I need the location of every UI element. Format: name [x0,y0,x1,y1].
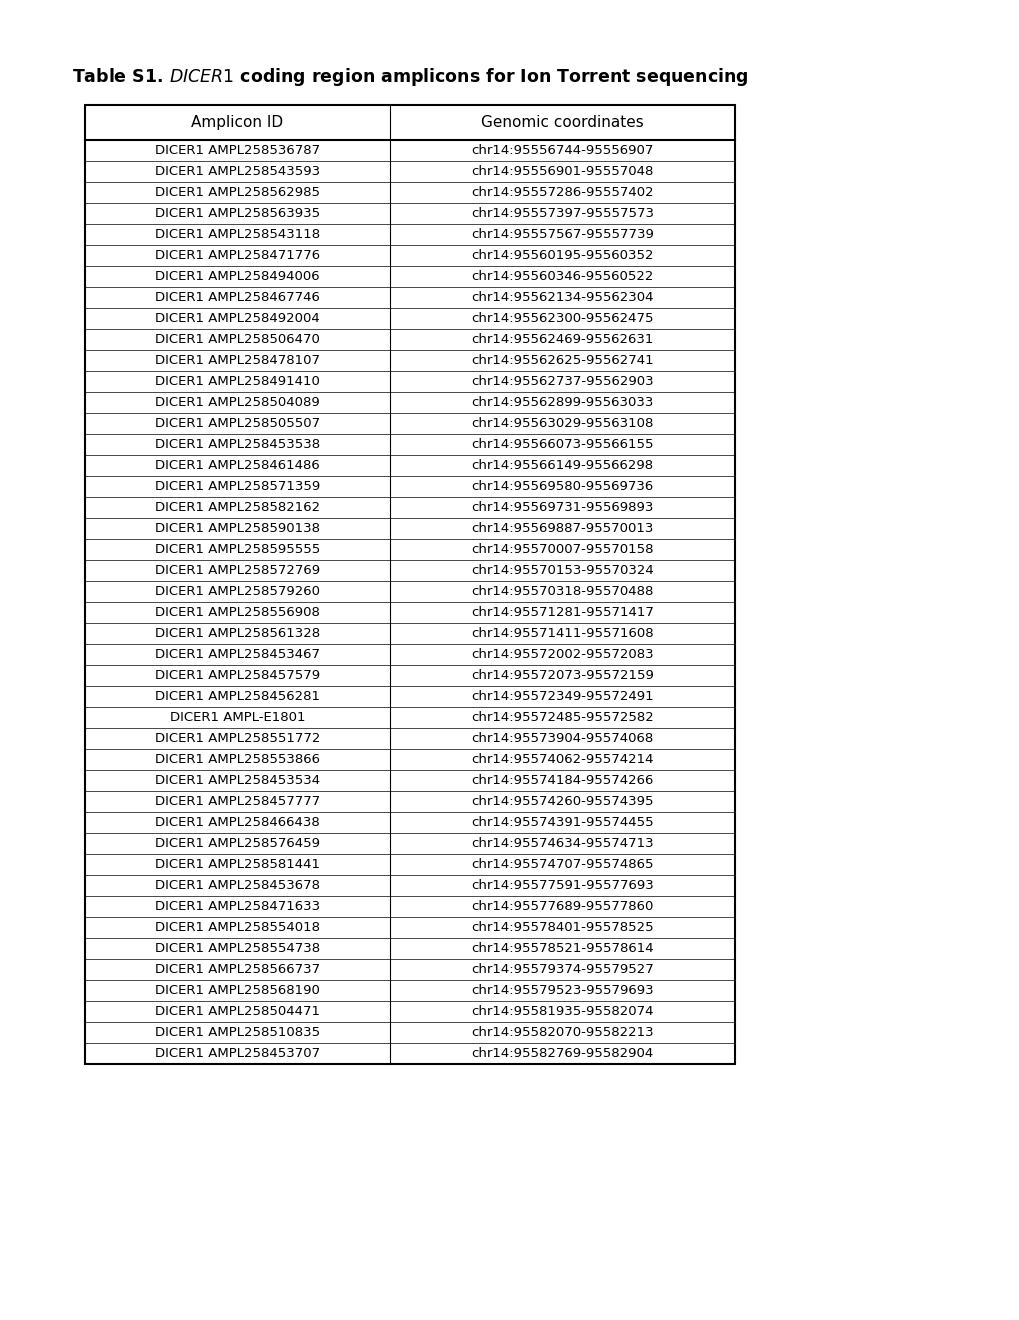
Text: chr14:95571281-95571417: chr14:95571281-95571417 [471,606,653,619]
Text: DICER1 AMPL258456281: DICER1 AMPL258456281 [155,690,320,704]
Text: DICER1 AMPL258561328: DICER1 AMPL258561328 [155,627,320,640]
Text: DICER1 AMPL258504471: DICER1 AMPL258504471 [155,1005,320,1018]
Text: chr14:95570318-95570488: chr14:95570318-95570488 [471,585,653,598]
Text: DICER1 AMPL258579260: DICER1 AMPL258579260 [155,585,320,598]
Text: chr14:95579523-95579693: chr14:95579523-95579693 [471,983,653,997]
Text: chr14:95574184-95574266: chr14:95574184-95574266 [471,774,653,787]
Text: chr14:95579374-95579527: chr14:95579374-95579527 [471,964,653,975]
Text: DICER1 AMPL258466438: DICER1 AMPL258466438 [155,816,320,829]
Text: Genomic coordinates: Genomic coordinates [481,115,643,129]
Text: DICER1 AMPL258572769: DICER1 AMPL258572769 [155,564,320,577]
Text: chr14:95562300-95562475: chr14:95562300-95562475 [471,312,653,325]
Text: chr14:95578521-95578614: chr14:95578521-95578614 [471,942,653,954]
Text: DICER1 AMPL258491410: DICER1 AMPL258491410 [155,375,320,388]
Text: DICER1 AMPL258571359: DICER1 AMPL258571359 [155,480,320,492]
Text: DICER1 AMPL258453707: DICER1 AMPL258453707 [155,1047,320,1060]
Text: chr14:95570007-95570158: chr14:95570007-95570158 [471,543,653,556]
Text: chr14:95570153-95570324: chr14:95570153-95570324 [471,564,653,577]
Text: chr14:95578401-95578525: chr14:95578401-95578525 [471,921,653,935]
Text: DICER1 AMPL258504089: DICER1 AMPL258504089 [155,396,320,409]
Text: chr14:95577591-95577693: chr14:95577591-95577693 [471,879,653,892]
Text: chr14:95571411-95571608: chr14:95571411-95571608 [471,627,653,640]
Text: DICER1 AMPL258457777: DICER1 AMPL258457777 [155,795,320,808]
Text: Amplicon ID: Amplicon ID [192,115,283,129]
Text: DICER1 AMPL258551772: DICER1 AMPL258551772 [155,733,320,744]
Text: chr14:95557286-95557402: chr14:95557286-95557402 [471,186,653,199]
Text: chr14:95562737-95562903: chr14:95562737-95562903 [471,375,653,388]
Text: chr14:95572485-95572582: chr14:95572485-95572582 [471,711,653,723]
Text: chr14:95562134-95562304: chr14:95562134-95562304 [471,290,653,304]
Text: DICER1 AMPL258566737: DICER1 AMPL258566737 [155,964,320,975]
Text: chr14:95557567-95557739: chr14:95557567-95557739 [471,228,653,242]
Text: DICER1 AMPL258453538: DICER1 AMPL258453538 [155,438,320,451]
Text: chr14:95572073-95572159: chr14:95572073-95572159 [471,669,653,682]
Text: DICER1 AMPL258576459: DICER1 AMPL258576459 [155,837,320,850]
Text: chr14:95572002-95572083: chr14:95572002-95572083 [471,648,653,661]
Text: DICER1 AMPL258453534: DICER1 AMPL258453534 [155,774,320,787]
Text: DICER1 AMPL258505507: DICER1 AMPL258505507 [155,417,320,430]
Text: DICER1 AMPL258562985: DICER1 AMPL258562985 [155,186,320,199]
Text: chr14:95562899-95563033: chr14:95562899-95563033 [471,396,653,409]
Text: DICER1 AMPL258556908: DICER1 AMPL258556908 [155,606,320,619]
Text: DICER1 AMPL258461486: DICER1 AMPL258461486 [155,459,320,473]
Text: chr14:95556744-95556907: chr14:95556744-95556907 [471,144,653,157]
Text: chr14:95560195-95560352: chr14:95560195-95560352 [471,249,653,261]
Text: chr14:95574260-95574395: chr14:95574260-95574395 [471,795,653,808]
Text: DICER1 AMPL258536787: DICER1 AMPL258536787 [155,144,320,157]
Text: DICER1 AMPL258453678: DICER1 AMPL258453678 [155,879,320,892]
Text: DICER1 AMPL258543118: DICER1 AMPL258543118 [155,228,320,242]
Text: chr14:95582070-95582213: chr14:95582070-95582213 [471,1026,653,1039]
Text: chr14:95569887-95570013: chr14:95569887-95570013 [471,521,653,535]
Text: chr14:95566149-95566298: chr14:95566149-95566298 [471,459,653,473]
Text: chr14:95572349-95572491: chr14:95572349-95572491 [471,690,653,704]
Text: DICER1 AMPL258510835: DICER1 AMPL258510835 [155,1026,320,1039]
Text: DICER1 AMPL258467746: DICER1 AMPL258467746 [155,290,320,304]
Text: chr14:95556901-95557048: chr14:95556901-95557048 [471,165,653,178]
Text: chr14:95582769-95582904: chr14:95582769-95582904 [471,1047,653,1060]
Text: chr14:95577689-95577860: chr14:95577689-95577860 [471,900,653,913]
Text: chr14:95566073-95566155: chr14:95566073-95566155 [471,438,653,451]
Text: DICER1 AMPL258471776: DICER1 AMPL258471776 [155,249,320,261]
Text: chr14:95581935-95582074: chr14:95581935-95582074 [471,1005,653,1018]
Text: DICER1 AMPL258581441: DICER1 AMPL258581441 [155,858,320,871]
Text: Table S1. $\mathit{DICER1}$ coding region amplicons for Ion Torrent sequencing: Table S1. $\mathit{DICER1}$ coding regio… [71,66,748,88]
Text: DICER1 AMPL258563935: DICER1 AMPL258563935 [155,207,320,220]
Text: chr14:95574391-95574455: chr14:95574391-95574455 [471,816,653,829]
Text: DICER1 AMPL258506470: DICER1 AMPL258506470 [155,333,320,346]
Text: DICER1 AMPL258453467: DICER1 AMPL258453467 [155,648,320,661]
Text: chr14:95563029-95563108: chr14:95563029-95563108 [471,417,653,430]
Text: chr14:95569580-95569736: chr14:95569580-95569736 [471,480,653,492]
Text: DICER1 AMPL258478107: DICER1 AMPL258478107 [155,354,320,367]
Text: DICER1 AMPL258590138: DICER1 AMPL258590138 [155,521,320,535]
Text: DICER1 AMPL258543593: DICER1 AMPL258543593 [155,165,320,178]
Text: DICER1 AMPL258582162: DICER1 AMPL258582162 [155,502,320,513]
Text: DICER1 AMPL258494006: DICER1 AMPL258494006 [155,271,320,282]
Text: DICER1 AMPL258471633: DICER1 AMPL258471633 [155,900,320,913]
Text: chr14:95573904-95574068: chr14:95573904-95574068 [471,733,653,744]
Text: chr14:95569731-95569893: chr14:95569731-95569893 [471,502,653,513]
Text: DICER1 AMPL258492004: DICER1 AMPL258492004 [155,312,320,325]
Bar [85,106,735,1064]
Text: DICER1 AMPL258568190: DICER1 AMPL258568190 [155,983,320,997]
Text: chr14:95557397-95557573: chr14:95557397-95557573 [471,207,653,220]
Text: DICER1 AMPL-E1801: DICER1 AMPL-E1801 [169,711,305,723]
Text: chr14:95574062-95574214: chr14:95574062-95574214 [471,752,653,766]
Text: DICER1 AMPL258554738: DICER1 AMPL258554738 [155,942,320,954]
Text: DICER1 AMPL258457579: DICER1 AMPL258457579 [155,669,320,682]
Text: chr14:95574634-95574713: chr14:95574634-95574713 [471,837,653,850]
Text: chr14:95562469-95562631: chr14:95562469-95562631 [471,333,653,346]
Text: DICER1 AMPL258595555: DICER1 AMPL258595555 [155,543,320,556]
Text: DICER1 AMPL258554018: DICER1 AMPL258554018 [155,921,320,935]
Text: DICER1 AMPL258553866: DICER1 AMPL258553866 [155,752,320,766]
Text: chr14:95574707-95574865: chr14:95574707-95574865 [471,858,653,871]
Text: chr14:95562625-95562741: chr14:95562625-95562741 [471,354,653,367]
Text: chr14:95560346-95560522: chr14:95560346-95560522 [471,271,653,282]
